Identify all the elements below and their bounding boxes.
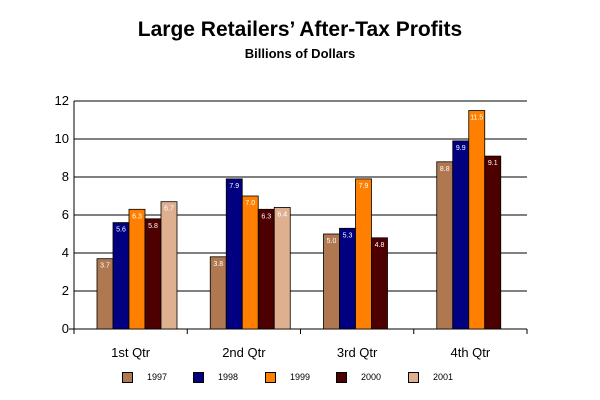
legend-swatch: [122, 372, 133, 383]
bar-value-label: 9.1: [488, 160, 498, 167]
bar-value-label: 6.7: [164, 206, 174, 213]
legend-label: 1998: [218, 372, 239, 382]
y-tick-label: 10: [55, 131, 69, 146]
bar-value-label: 3.7: [100, 263, 110, 270]
bar-chart: 0 2 4 6 8 10 12 1st Qtr 2nd Qtr 3rd Qtr 4th Qtr 3.7…: [55, 93, 528, 360]
bar: [225, 178, 243, 330]
bar-value-label: 7.0: [245, 200, 255, 207]
bar-value-label: 3.8: [213, 261, 223, 268]
legend-swatch: [336, 372, 347, 383]
x-category-label: 3rd Qtr: [337, 345, 378, 360]
bar: [371, 237, 388, 330]
bar-value-label: 5.6: [116, 227, 126, 234]
bar-value-label: 4.8: [375, 242, 385, 249]
y-tick-label: 0: [62, 321, 69, 336]
x-category-label: 2nd Qtr: [222, 345, 266, 360]
legend-swatch: [193, 372, 204, 383]
x-category-label: 1st Qtr: [111, 345, 151, 360]
bar-value-label: 7.9: [229, 183, 239, 190]
bar: [257, 208, 275, 330]
chart-title: Large Retailers’ After-Tax Profits: [137, 18, 463, 41]
legend: 1997 1998 1999 2000 2001: [0, 371, 600, 391]
bar: [273, 206, 291, 330]
bar: [144, 218, 162, 330]
legend-swatch: [408, 372, 419, 383]
y-tick-label: 12: [55, 93, 69, 108]
y-tick-label: 4: [62, 245, 69, 260]
bar-value-label: 5.3: [343, 232, 353, 239]
bar-value-label: 9.9: [456, 145, 466, 152]
x-category-label: 4th Qtr: [451, 345, 491, 360]
bar-value-label: 6.4: [277, 211, 287, 218]
bar: [112, 222, 130, 330]
bar: [452, 140, 470, 330]
y-tick-label: 6: [62, 207, 69, 222]
y-tick-label: 2: [62, 283, 69, 298]
bar: [355, 178, 372, 330]
bar-value-label: 6.3: [261, 213, 271, 220]
bar-value-label: 7.9: [359, 183, 369, 190]
bar-value-label: 5.8: [148, 223, 158, 230]
y-tick-label: 8: [62, 169, 69, 184]
bar-value-label: 11.5: [470, 115, 483, 122]
legend-label: 1999: [290, 372, 311, 382]
chart-subtitle: Billions of Dollars: [244, 46, 356, 61]
bar-value-label: 5.0: [327, 238, 337, 245]
bar: [323, 233, 340, 330]
bar: [160, 201, 178, 330]
bar: [241, 195, 259, 330]
bar-value-label: 6.3: [132, 213, 142, 220]
bar: [339, 227, 356, 330]
legend-label: 1997: [147, 372, 168, 382]
bar: [484, 155, 502, 330]
bar-value-label: 8.8: [440, 166, 450, 173]
legend-label: 2000: [361, 372, 382, 382]
legend-label: 2001: [433, 372, 454, 382]
bar: [436, 161, 454, 330]
legend-swatch: [265, 372, 276, 383]
bar: [128, 208, 146, 330]
bar: [468, 110, 486, 330]
